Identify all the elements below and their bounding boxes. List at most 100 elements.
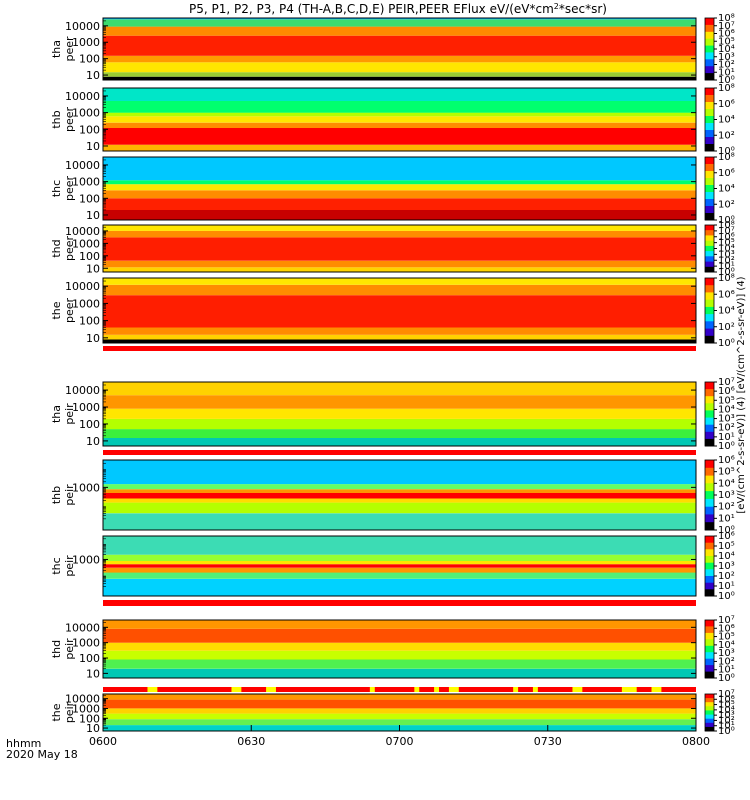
spectrogram-band	[103, 144, 696, 151]
colorbar-tick-label: 10⁴	[718, 184, 735, 195]
colorbar-segment	[705, 722, 714, 728]
colorbar-tick-label: 10⁶	[718, 168, 735, 179]
spectrogram-band	[103, 572, 696, 579]
spectrogram-band	[103, 561, 696, 565]
spectrogram-band	[103, 76, 696, 80]
colorbar-segment	[705, 185, 714, 193]
spectrogram-band	[103, 567, 696, 573]
colorbar-tick-label: 10¹	[718, 665, 735, 676]
colorbar-tick-label: 10⁰	[718, 338, 735, 349]
spectrogram-band	[103, 554, 696, 561]
spectrogram-band	[103, 437, 696, 446]
spectrogram-band	[103, 628, 696, 643]
colorbar-tick-label: 10⁵	[718, 238, 735, 249]
spectrogram-band	[103, 382, 696, 396]
y-tick-label: 10000	[65, 621, 100, 634]
colorbar-tick-label: 10⁰	[718, 441, 735, 452]
colorbar-segment	[705, 199, 714, 207]
x-axis-label-date: 2020 May 18	[6, 748, 78, 761]
colorbar-segment	[705, 164, 714, 172]
colorbar-segment	[705, 88, 714, 96]
colorbar-segment	[705, 225, 714, 231]
colorbar-segment	[705, 266, 714, 273]
colorbar-segment	[705, 417, 714, 426]
panel-instrument-label: peir	[63, 638, 76, 660]
y-tick-label: 10000	[65, 90, 100, 103]
colorbar-tick-label: 10⁷	[718, 689, 735, 700]
spectrogram-band	[103, 198, 696, 210]
colorbar-tick-label: 10²	[718, 255, 735, 266]
colorbar-tick-label: 10⁶	[718, 386, 735, 397]
colorbar-segment	[705, 396, 714, 404]
quality-flag-bar	[103, 687, 696, 692]
colorbar-tick-label: 10⁴	[718, 705, 735, 716]
colorbar-segment	[705, 123, 714, 131]
x-tick-label: 0800	[682, 735, 710, 748]
y-tick-label: 10	[86, 722, 100, 735]
spectrogram-band	[103, 112, 696, 117]
spectrogram-band	[103, 668, 696, 678]
quality-flag-gap	[532, 687, 538, 692]
y-tick-label: 10	[86, 262, 100, 275]
colorbar-tick-label: 10⁰	[718, 673, 735, 684]
spectrogram-band	[103, 284, 696, 296]
colorbar-segment	[705, 714, 714, 720]
y-tick-label: 1000	[72, 637, 100, 650]
colorbar-segment	[705, 256, 714, 262]
colorbar-tick-label: 10⁴	[718, 404, 735, 415]
colorbar-segment	[705, 438, 714, 447]
quality-flag-bar	[103, 450, 696, 455]
x-tick-label: 0700	[386, 735, 414, 748]
colorbar-tick-label: 10⁶	[718, 455, 735, 466]
colorbar-segment	[705, 116, 714, 124]
colorbar-segment	[705, 45, 714, 53]
panel-probe-label: thb	[50, 110, 63, 128]
colorbar-tick-label: 10⁷	[718, 226, 735, 237]
colorbar-segment	[705, 206, 714, 214]
colorbar: 10⁰ 10² 10⁴ 10⁶ 10⁸	[704, 273, 735, 349]
spectrogram-band	[103, 642, 696, 651]
colorbar-segment	[705, 328, 714, 337]
colorbar-axis-label: [eV/(cm^2-s-sr-eV)] (4) [eV/(cm^2-s-sr-e…	[736, 276, 747, 513]
y-tick-label: 1000	[72, 36, 100, 49]
colorbar-segment	[705, 726, 714, 732]
spectrogram-band	[103, 35, 696, 56]
colorbar-tick-label: 10³	[718, 648, 735, 659]
y-tick-label: 10	[86, 209, 100, 222]
colorbar-segment	[705, 576, 714, 584]
colorbar-segment	[705, 665, 714, 672]
panel-probe-label: the	[50, 703, 63, 721]
spectrogram-band	[103, 122, 696, 128]
panel-probe-label: thc	[50, 180, 63, 197]
colorbar-tick-label: 10⁴	[718, 244, 735, 255]
colorbar-tick-label: 10³	[718, 414, 735, 425]
spectrogram-band	[103, 659, 696, 669]
flag-bars-group	[103, 346, 696, 692]
colorbar-segment	[705, 562, 714, 570]
colorbar-segment	[705, 506, 714, 515]
spectrogram-band	[103, 101, 696, 113]
colorbar-segment	[705, 522, 714, 531]
colorbar-tick-label: 10⁸	[718, 83, 735, 94]
colorbar-tick-label: 10²	[718, 715, 735, 726]
spectrogram-band	[103, 72, 696, 77]
colorbar-tick-label: 10¹	[718, 67, 735, 78]
colorbar-segment	[705, 157, 714, 165]
quality-flag-gap	[414, 687, 420, 692]
y-tick-label: 100	[79, 123, 100, 136]
panel-instrument-label: peir	[63, 403, 76, 425]
colorbar-segment	[705, 694, 714, 699]
colorbar-tick-label: 10⁸	[718, 152, 735, 163]
colorbar-segment	[705, 245, 714, 252]
quality-flag-gap	[651, 687, 662, 692]
spectrogram-band	[103, 116, 696, 123]
spectrogram-band	[103, 339, 696, 343]
colorbar-segment	[705, 403, 714, 411]
